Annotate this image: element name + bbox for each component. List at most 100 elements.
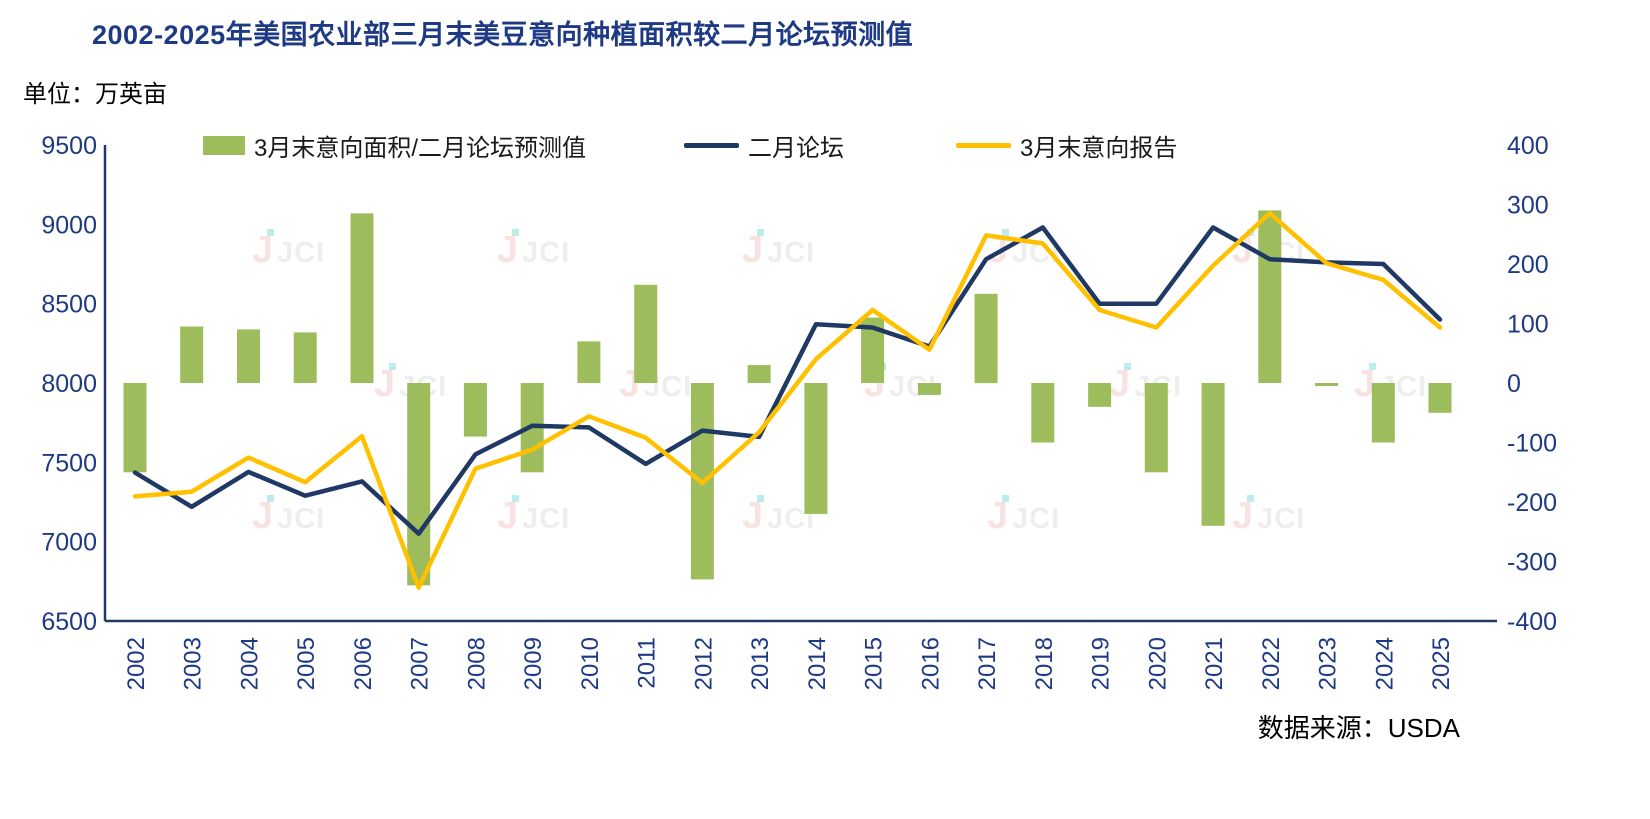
x-axis-tick: 2002 [123, 637, 150, 690]
x-axis-tick: 2018 [1031, 637, 1058, 690]
bar-2020 [1144, 383, 1168, 473]
legend-item-mar-line: 3月末意向报告 [956, 128, 1177, 163]
x-axis-tick: 2022 [1258, 637, 1285, 690]
svg-text:J: J [252, 229, 273, 271]
svg-text:J: J [1232, 495, 1253, 537]
bar-swatch-icon [203, 135, 245, 155]
x-axis-tick: 2009 [520, 637, 547, 690]
svg-text:J: J [374, 363, 395, 405]
bar-2021 [1201, 383, 1225, 526]
bar-2018 [1031, 383, 1055, 443]
right-axis-tick: 300 [1507, 192, 1549, 220]
right-axis-tick: -300 [1507, 549, 1557, 577]
right-axis-tick: 100 [1507, 311, 1549, 339]
bar-2002 [123, 383, 147, 473]
bar-2025 [1428, 383, 1452, 413]
x-axis-tick: 2013 [747, 637, 774, 690]
left-axis-tick: 8000 [41, 370, 97, 398]
bar-2005 [293, 332, 317, 383]
feb-forum-line [132, 225, 1443, 536]
x-axis-tick: 2011 [634, 637, 661, 689]
x-axis-tick: 2007 [407, 637, 434, 690]
x-axis-tick: 2023 [1315, 637, 1342, 690]
bar-2006 [350, 213, 374, 383]
march-intentions-line [132, 210, 1443, 590]
x-axis-tick: 2003 [180, 637, 207, 690]
legend-item-bar: 3月末意向面积/二月论坛预测值 [203, 128, 586, 163]
source-label: 数据来源：USDA [1257, 713, 1460, 743]
right-axis-tick: 400 [1507, 132, 1549, 160]
right-axis-tick: -400 [1507, 608, 1557, 636]
feb-line-swatch-icon [684, 142, 740, 148]
x-axis-tick: 2016 [917, 637, 944, 690]
x-axis-tick: 2024 [1371, 637, 1398, 690]
svg-text:J: J [1354, 363, 1375, 405]
svg-text:J: J [1109, 363, 1130, 405]
x-axis-tick: 2005 [293, 637, 320, 690]
svg-text:J: J [497, 229, 518, 271]
x-axis-tick: 2006 [350, 637, 377, 690]
bar-2023 [1315, 383, 1338, 386]
left-axis-tick: 8500 [41, 291, 97, 319]
bar-2015 [861, 317, 885, 383]
bar-2013 [747, 365, 771, 383]
svg-text:J: J [742, 495, 763, 537]
x-axis-tick: 2004 [237, 637, 264, 690]
bar-2017 [974, 293, 998, 384]
x-axis-tick: 2008 [463, 637, 490, 690]
svg-text:JCI: JCI [1257, 503, 1305, 535]
legend-item-feb-line: 二月论坛 [684, 128, 844, 163]
svg-text:JCI: JCI [277, 237, 325, 269]
x-axis-tick: 2019 [1088, 637, 1115, 690]
bar-2011 [634, 284, 658, 383]
bar-2008 [463, 383, 487, 437]
bar-2019 [1088, 383, 1112, 407]
right-axis-tick: -100 [1507, 430, 1557, 458]
bar-2007 [407, 383, 431, 586]
x-axis-tick: 2012 [690, 637, 717, 690]
bar-2014 [804, 383, 828, 514]
left-axis-tick: 7000 [41, 529, 97, 557]
svg-text:J: J [497, 495, 518, 537]
left-axis-tick: 6500 [41, 608, 97, 636]
bar-2016 [917, 383, 941, 395]
chart-title: 2002-2025年美国农业部三月末美豆意向种植面积较二月论坛预测值 [92, 20, 914, 50]
left-axis-tick: 9500 [41, 132, 97, 160]
x-axis-tick: 2020 [1144, 637, 1171, 690]
svg-text:JCI: JCI [1012, 503, 1060, 535]
legend-label-mar: 3月末意向报告 [1020, 134, 1178, 162]
bar-2004 [237, 329, 260, 383]
svg-text:J: J [742, 229, 763, 271]
left-axis-tick: 9000 [41, 211, 97, 239]
svg-text:JCI: JCI [522, 503, 570, 535]
legend: 3月末意向面积/二月论坛预测值 二月论坛 3月末意向报告 [203, 128, 1177, 163]
mar-line-swatch-icon [956, 142, 1012, 148]
right-axis-tick: 0 [1507, 370, 1521, 398]
x-axis-tick: 2025 [1428, 637, 1455, 690]
unit-label: 单位：万英亩 [23, 81, 167, 108]
legend-label-feb: 二月论坛 [748, 134, 845, 162]
svg-text:JCI: JCI [767, 237, 815, 269]
x-axis-tick: 2010 [577, 637, 604, 690]
x-axis-tick: 2017 [974, 637, 1001, 690]
svg-text:J: J [987, 495, 1008, 537]
bar-2022 [1258, 210, 1282, 383]
svg-text:J: J [252, 495, 273, 537]
left-axis-tick: 7500 [41, 449, 97, 477]
svg-text:JCI: JCI [522, 237, 570, 269]
x-axis-tick: 2015 [861, 637, 888, 690]
bar-2024 [1371, 383, 1395, 443]
bar-2010 [577, 341, 601, 383]
legend-label-bar: 3月末意向面积/二月论坛预测值 [254, 134, 587, 162]
svg-text:JCI: JCI [277, 503, 325, 535]
